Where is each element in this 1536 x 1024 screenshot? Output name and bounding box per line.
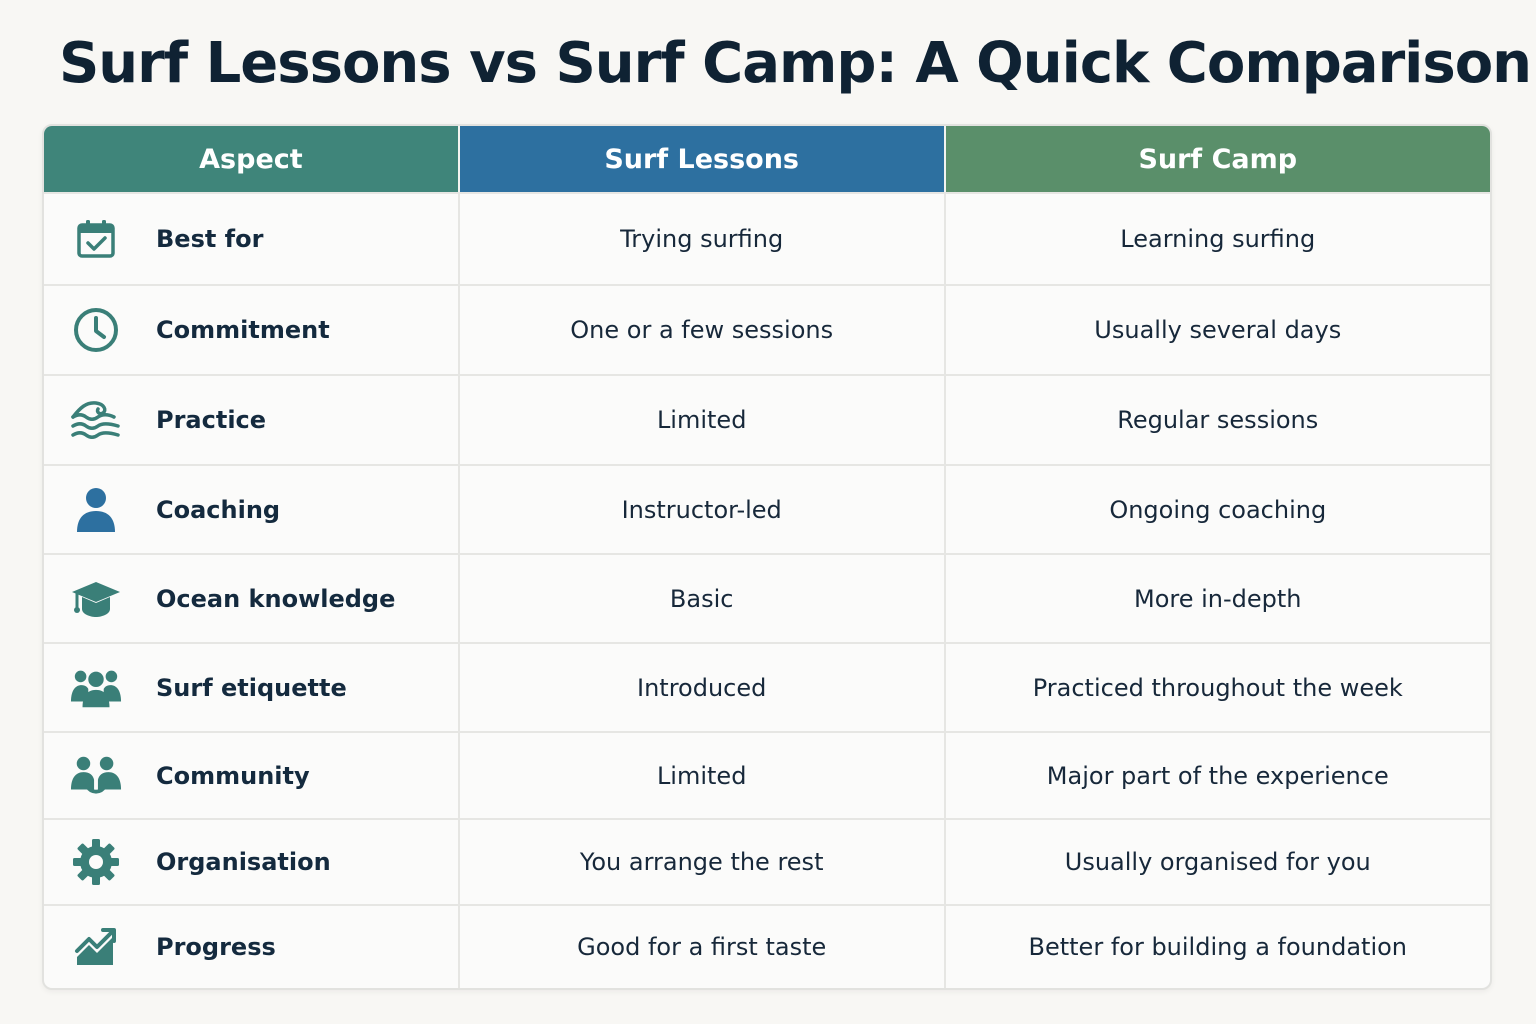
table-row: Best for Trying surfing Learning surfing bbox=[44, 192, 1490, 284]
surf-camp-cell: More in-depth bbox=[1133, 584, 1302, 613]
community-icon bbox=[70, 750, 122, 802]
aspect-cell: Organisation bbox=[44, 820, 460, 904]
graduation-cap-icon bbox=[70, 573, 122, 625]
gear-icon bbox=[70, 836, 122, 888]
clock-icon bbox=[70, 304, 122, 356]
surf-camp-cell: Ongoing coaching bbox=[1109, 495, 1327, 524]
aspect-cell: Progress bbox=[44, 906, 460, 988]
aspect-label: Practice bbox=[156, 406, 267, 434]
surf-camp-cell: Regular sessions bbox=[1117, 406, 1319, 434]
calendar-check-icon bbox=[70, 213, 122, 265]
aspect-label: Surf etiquette bbox=[156, 673, 347, 702]
aspect-cell: Practice bbox=[44, 376, 460, 464]
table-header-row: Aspect Surf Lessons Surf Camp bbox=[44, 126, 1490, 192]
aspect-label: Coaching bbox=[156, 495, 281, 524]
surf-camp-cell: Usually several days bbox=[1094, 316, 1342, 344]
trend-up-icon bbox=[70, 921, 122, 973]
aspect-label: Best for bbox=[156, 225, 264, 253]
surf-lessons-cell: One or a few sessions bbox=[460, 286, 946, 374]
person-icon bbox=[70, 484, 122, 536]
surf-lessons-cell: Trying surfing bbox=[460, 194, 946, 284]
surf-lessons-cell: Basic bbox=[460, 555, 946, 642]
aspect-label: Commitment bbox=[156, 316, 330, 344]
table-row: Organisation You arrange the rest Usuall… bbox=[44, 818, 1490, 904]
surf-lessons-cell: Introduced bbox=[460, 644, 946, 731]
surf-camp-cell: Better for building a foundation bbox=[1028, 933, 1408, 961]
surf-camp-cell: Usually organised for you bbox=[1064, 848, 1371, 876]
surf-lessons-cell: Limited bbox=[460, 733, 946, 818]
surf-camp-cell: Learning surfing bbox=[1120, 225, 1316, 253]
header-surf-camp: Surf Camp bbox=[945, 126, 1490, 192]
table-row: Coaching Instructor-led Ongoing coaching bbox=[44, 464, 1490, 553]
aspect-cell: Commitment bbox=[44, 286, 460, 374]
aspect-label: Progress bbox=[156, 933, 276, 961]
header-surf-lessons: Surf Lessons bbox=[459, 126, 946, 192]
aspect-label: Organisation bbox=[156, 848, 331, 876]
comparison-table: Aspect Surf Lessons Surf Camp Best for T… bbox=[42, 124, 1492, 990]
group-icon bbox=[70, 662, 122, 714]
aspect-label: Ocean knowledge bbox=[156, 584, 396, 613]
table-row: Progress Good for a first taste Better f… bbox=[44, 904, 1490, 988]
aspect-cell: Ocean knowledge bbox=[44, 555, 460, 642]
table-row: Surf etiquette Introduced Practiced thro… bbox=[44, 642, 1490, 731]
surf-lessons-cell: You arrange the rest bbox=[460, 820, 946, 904]
surf-camp-cell: Major part of the experience bbox=[1046, 761, 1389, 790]
header-aspect: Aspect bbox=[44, 126, 460, 192]
table-row: Community Limited Major part of the expe… bbox=[44, 731, 1490, 818]
aspect-label: Community bbox=[156, 761, 310, 790]
aspect-cell: Surf etiquette bbox=[44, 644, 460, 731]
page-title: Surf Lessons vs Surf Camp: A Quick Compa… bbox=[58, 31, 1532, 96]
surf-lessons-cell: Instructor-led bbox=[460, 466, 946, 553]
surf-lessons-cell: Limited bbox=[460, 376, 946, 464]
surf-camp-cell: Practiced throughout the week bbox=[1032, 673, 1403, 702]
surf-lessons-cell: Good for a first taste bbox=[460, 906, 946, 988]
table-row: Commitment One or a few sessions Usually… bbox=[44, 284, 1490, 374]
table-row: Ocean knowledge Basic More in-depth bbox=[44, 553, 1490, 642]
wave-icon bbox=[70, 394, 122, 446]
aspect-cell: Best for bbox=[44, 194, 460, 284]
table-row: Practice Limited Regular sessions bbox=[44, 374, 1490, 464]
aspect-cell: Coaching bbox=[44, 466, 460, 553]
aspect-cell: Community bbox=[44, 733, 460, 818]
